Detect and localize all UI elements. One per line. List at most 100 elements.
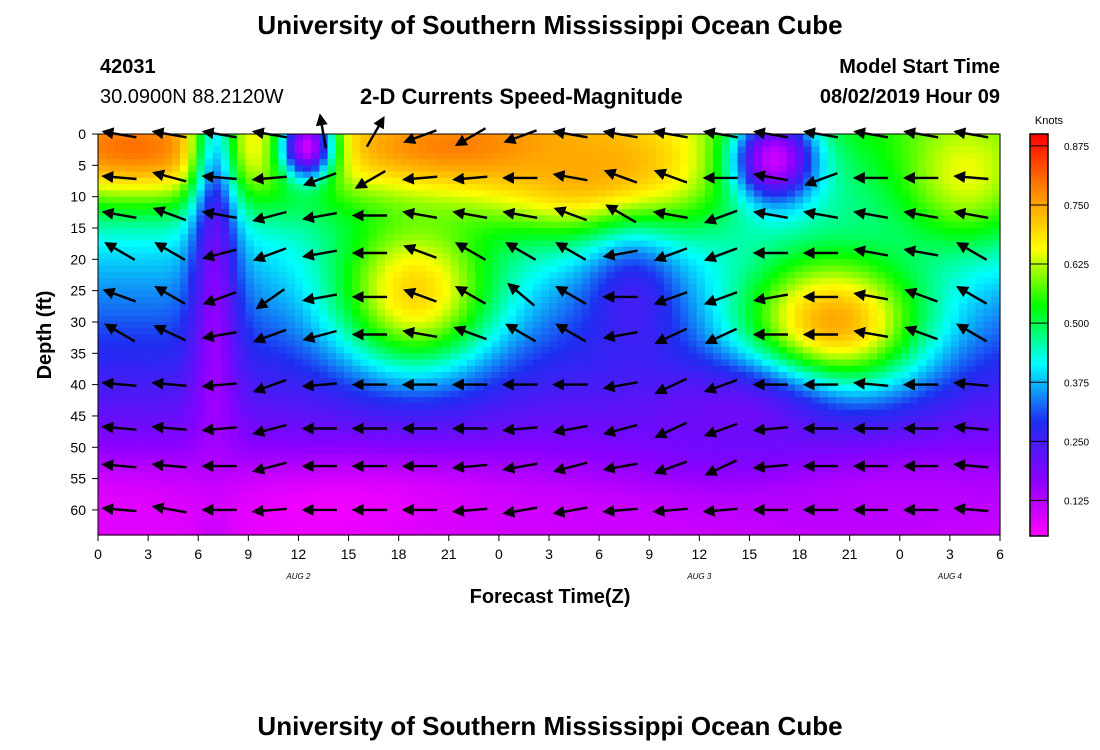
heatmap-cell xyxy=(344,190,353,198)
heatmap-cell xyxy=(278,397,288,405)
heatmap-cell xyxy=(713,359,722,367)
heatmap-cell xyxy=(663,347,673,354)
heatmap-cell xyxy=(991,177,1001,185)
heatmap-cell xyxy=(745,202,755,210)
heatmap-cell xyxy=(918,253,927,260)
heatmap-cell xyxy=(893,221,903,229)
heatmap-cell xyxy=(590,240,599,248)
heatmap-cell xyxy=(319,278,329,285)
heatmap-cell xyxy=(155,403,165,411)
heatmap-cell xyxy=(319,171,329,179)
heatmap-cell xyxy=(278,253,288,260)
heatmap-cell xyxy=(926,246,935,254)
heatmap-cell xyxy=(245,384,255,392)
heatmap-cell xyxy=(417,177,427,185)
heatmap-cell xyxy=(311,409,320,417)
heatmap-cell xyxy=(721,177,730,185)
heatmap-cell xyxy=(622,284,632,292)
heatmap-cell xyxy=(426,321,435,329)
heatmap-cell xyxy=(360,159,370,166)
heatmap-cell xyxy=(918,321,927,329)
heatmap-cell xyxy=(491,315,501,323)
heatmap-cell xyxy=(417,259,427,267)
heatmap-cell xyxy=(868,353,878,361)
heatmap-cell xyxy=(467,372,476,379)
heatmap-cell xyxy=(499,159,509,166)
heatmap-cell xyxy=(934,221,944,229)
heatmap-cell xyxy=(204,152,214,160)
heatmap-cell xyxy=(360,278,370,285)
heatmap-cell xyxy=(368,278,378,285)
heatmap-cell xyxy=(729,315,739,323)
heatmap-cell xyxy=(335,146,345,154)
heatmap-cell xyxy=(532,165,542,173)
heatmap-cell xyxy=(704,353,714,361)
heatmap-cell xyxy=(680,202,689,210)
heatmap-cell xyxy=(696,296,706,304)
heatmap-cell xyxy=(614,177,624,185)
heatmap-cell xyxy=(844,303,853,311)
heatmap-cell xyxy=(483,315,493,323)
heatmap-cell xyxy=(442,184,452,191)
heatmap-cell xyxy=(171,372,181,379)
heatmap-cell xyxy=(212,328,222,336)
heatmap-cell xyxy=(762,146,771,154)
heatmap-cell xyxy=(147,365,156,373)
heatmap-cell xyxy=(278,265,288,273)
heatmap-cell xyxy=(171,271,181,279)
heatmap-cell xyxy=(844,365,853,373)
heatmap-cell xyxy=(253,271,263,279)
heatmap-cell xyxy=(344,259,353,267)
heatmap-cell xyxy=(278,146,288,154)
heatmap-cell xyxy=(188,359,197,367)
heatmap-cell xyxy=(688,309,698,317)
heatmap-cell xyxy=(573,397,583,405)
heatmap-cell xyxy=(942,265,952,273)
heatmap-cell xyxy=(352,315,361,323)
heatmap-cell xyxy=(303,378,312,386)
heatmap-cell xyxy=(376,209,386,217)
heatmap-cell xyxy=(737,265,747,273)
heatmap-cell xyxy=(639,265,648,273)
heatmap-cell xyxy=(819,296,829,304)
heatmap-cell xyxy=(688,321,698,329)
heatmap-cell xyxy=(631,340,640,348)
heatmap-cell xyxy=(827,378,837,386)
heatmap-cell xyxy=(672,240,681,248)
heatmap-cell xyxy=(565,390,575,398)
heatmap-cell xyxy=(852,340,862,348)
heatmap-cell xyxy=(532,397,542,405)
heatmap-cell xyxy=(655,271,665,279)
heatmap-cell xyxy=(926,359,935,367)
heatmap-cell xyxy=(360,290,370,298)
heatmap-cell xyxy=(130,140,140,148)
heatmap-cell xyxy=(836,253,845,260)
heatmap-cell xyxy=(393,334,402,342)
heatmap-cell xyxy=(852,321,862,329)
heatmap-cell xyxy=(450,309,460,317)
heatmap-cell xyxy=(786,372,796,379)
chart-title: 2-D Currents Speed-Magnitude xyxy=(360,84,683,109)
heatmap-cell xyxy=(475,359,484,367)
heatmap-cell xyxy=(106,340,115,348)
heatmap-cell xyxy=(893,253,903,260)
heatmap-cell xyxy=(163,284,173,292)
heatmap-cell xyxy=(180,359,189,367)
heatmap-cell xyxy=(499,184,509,191)
heatmap-cell xyxy=(950,353,960,361)
heatmap-cell xyxy=(467,190,476,198)
heatmap-cell xyxy=(647,409,657,417)
heatmap-cell xyxy=(877,372,886,379)
heatmap-cell xyxy=(483,340,493,348)
heatmap-cell xyxy=(803,209,812,217)
heatmap-cell xyxy=(188,259,197,267)
heatmap-cell xyxy=(786,215,796,223)
heatmap-cell xyxy=(229,390,238,398)
heatmap-cell xyxy=(294,234,304,242)
heatmap-cell xyxy=(696,328,706,336)
heatmap-cell xyxy=(262,271,271,279)
heatmap-cell xyxy=(450,303,460,311)
heatmap-cell xyxy=(344,152,353,160)
heatmap-cell xyxy=(171,309,181,317)
heatmap-cell xyxy=(171,215,181,223)
